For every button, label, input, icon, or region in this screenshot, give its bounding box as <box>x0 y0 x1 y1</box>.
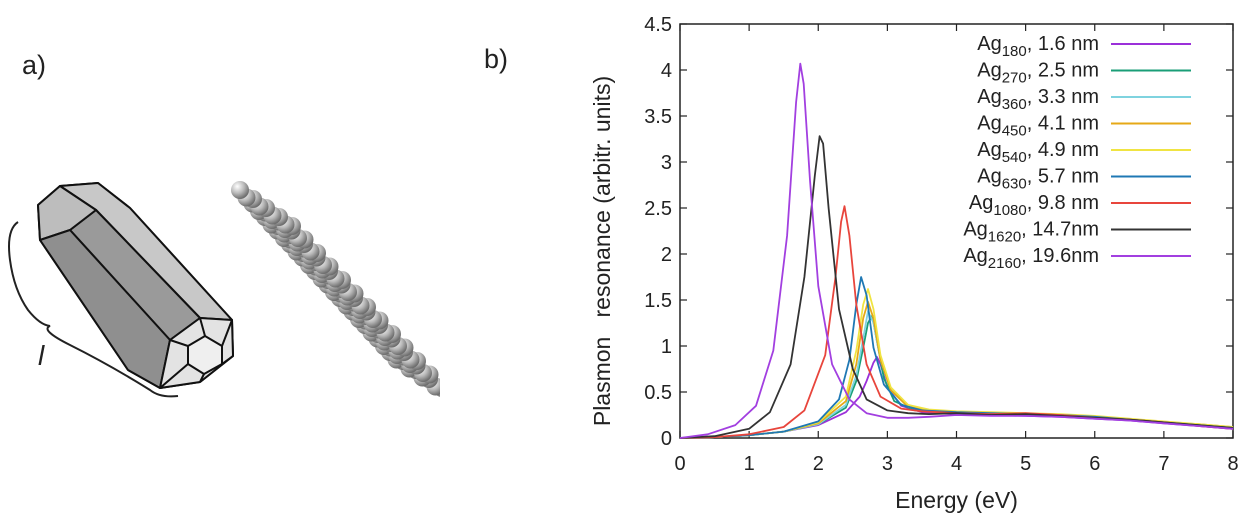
x-tick-label: 2 <box>813 453 824 475</box>
y-tick-label: 3 <box>661 152 672 174</box>
y-tick-label: 3.5 <box>644 106 672 128</box>
x-axis-title: Energy (eV) <box>895 487 1018 513</box>
panel-a-label: a) <box>22 50 47 80</box>
panel-b-label: b) <box>484 44 509 74</box>
y-tick-label: 1 <box>661 336 672 358</box>
faceted-rod-model <box>37 182 234 389</box>
legend-label: Ag270, 2.5 nm <box>977 60 1099 87</box>
plasmon-chart: 0 1 2 3 4 5 6 7 8 0 0.5 1 1.5 2 2.5 3 3.5 4 4.5 Energy (eV)… <box>589 14 1239 513</box>
legend-label: Ag540, 4.9 nm <box>977 139 1099 166</box>
y-tick-label: 2.5 <box>644 198 672 220</box>
legend-label: Ag1080, 9.8 nm <box>969 192 1099 219</box>
legend-label: Ag360, 3.3 nm <box>977 86 1099 113</box>
x-tick-label: 6 <box>1089 453 1100 475</box>
legend-label: Ag1620, 14.7nm <box>963 219 1099 246</box>
y-tick-label: 1.5 <box>644 290 672 312</box>
atom-sphere <box>231 181 249 199</box>
x-tick-label: 5 <box>1020 453 1031 475</box>
atomistic-rod-model <box>231 181 440 397</box>
y-tick-label: 0.5 <box>644 382 672 404</box>
y-tick-label: 4.5 <box>644 14 672 36</box>
x-tick-label: 8 <box>1227 453 1238 475</box>
legend-label: Ag450, 4.1 nm <box>977 113 1099 140</box>
x-tick-label: 4 <box>951 453 962 475</box>
series-line-2160 <box>679 62 1234 439</box>
length-symbol: l <box>38 340 45 371</box>
y-tick-label: 2 <box>661 244 672 266</box>
plot-frame <box>679 23 1234 439</box>
legend-label: Ag630, 5.7 nm <box>977 166 1099 193</box>
length-bracket <box>8 221 179 398</box>
y-tick-label: 4 <box>661 60 672 82</box>
x-tick-label: 0 <box>674 453 685 475</box>
x-tick-label: 3 <box>882 453 893 475</box>
series-line-1080 <box>679 205 1234 439</box>
nanorod-illustration: l <box>8 181 440 398</box>
y-tick-label: 0 <box>661 428 672 450</box>
x-tick-label: 7 <box>1158 453 1169 475</box>
y-axis-title: Plasmon resonance (arbitr. units) <box>589 76 615 426</box>
legend-label: Ag2160, 19.6nm <box>963 245 1099 272</box>
series-line-1620 <box>679 135 1234 439</box>
series-line-180 <box>679 356 1234 439</box>
plot-area: 0 1 2 3 4 5 6 7 8 0 0.5 1 1.5 2 2.5 3 3.5 4 4.5 Energy (eV)… <box>589 14 1239 513</box>
legend-label: Ag180, 1.6 nm <box>977 33 1099 60</box>
x-tick-label: 1 <box>744 453 755 475</box>
series-line-360 <box>679 310 1234 439</box>
